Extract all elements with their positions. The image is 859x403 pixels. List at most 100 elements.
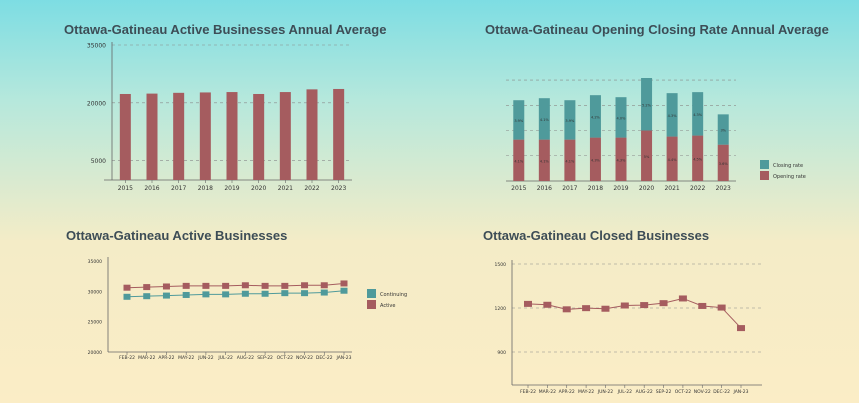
data-point bbox=[717, 304, 726, 311]
data-point bbox=[620, 302, 629, 309]
legend-swatch-closing bbox=[760, 160, 769, 169]
series-line bbox=[527, 297, 742, 329]
y-tick-label: 25000 bbox=[88, 320, 102, 326]
x-tick-label: 2019 bbox=[613, 185, 628, 192]
bar-opening bbox=[717, 144, 729, 181]
data-point bbox=[182, 282, 190, 289]
data-point bbox=[202, 291, 210, 298]
bar-closing bbox=[538, 98, 550, 140]
x-tick-label: AUG-22 bbox=[237, 355, 254, 361]
x-tick-label: 2015 bbox=[511, 185, 526, 192]
data-point bbox=[601, 305, 610, 312]
x-tick-label: 2023 bbox=[331, 185, 346, 192]
x-tick-label: APR-22 bbox=[158, 355, 174, 361]
x-tick-label: AUG-22 bbox=[636, 389, 653, 395]
chart-title: Ottawa-Gatineau Closed Businesses bbox=[483, 228, 710, 243]
bar-opening bbox=[589, 137, 601, 181]
data-label: 4.2% bbox=[591, 115, 601, 119]
x-tick-label: 2016 bbox=[144, 185, 159, 192]
data-label: 4.3% bbox=[668, 114, 678, 118]
data-point bbox=[281, 282, 289, 289]
data-point bbox=[320, 282, 328, 289]
bar-closing bbox=[513, 100, 525, 140]
active-annual-chart: 5000 20000 35000 2015 2016 2017 2018 2019 2020 20… bbox=[87, 42, 352, 192]
y-tick-label: 35000 bbox=[87, 43, 106, 50]
x-tick-label: DEC-22 bbox=[316, 355, 333, 361]
bar bbox=[279, 92, 291, 180]
data-point bbox=[640, 302, 649, 309]
x-tick-label: NOV-22 bbox=[296, 355, 313, 361]
bar-opening bbox=[692, 135, 704, 181]
data-label: 4.0% bbox=[617, 116, 627, 120]
legend-swatch bbox=[367, 289, 376, 298]
x-tick-label: MAY-22 bbox=[178, 355, 194, 361]
data-point bbox=[241, 282, 249, 289]
bar-opening bbox=[666, 136, 678, 181]
legend-label: Active bbox=[380, 303, 395, 309]
x-tick-label: 2022 bbox=[304, 185, 319, 192]
series-line bbox=[126, 290, 345, 298]
data-point bbox=[582, 305, 591, 312]
data-label: 4.3% bbox=[591, 158, 601, 162]
data-point bbox=[737, 325, 745, 332]
data-point bbox=[281, 290, 289, 297]
active-annual-panel: Ottawa-Gatineau Active Businesses Annual… bbox=[0, 0, 430, 200]
active-monthly-panel: Ottawa-Gatineau Active Businesses 20000 2… bbox=[0, 200, 430, 403]
data-label: 4.5% bbox=[693, 157, 703, 161]
data-label: 4.1% bbox=[540, 159, 550, 163]
chart-title: Ottawa-Gatineau Active Businesses bbox=[66, 228, 288, 243]
data-point bbox=[123, 284, 131, 291]
data-label: 5.2% bbox=[642, 103, 652, 107]
bar bbox=[333, 88, 345, 180]
x-tick-label: APR-22 bbox=[559, 389, 575, 395]
data-point bbox=[222, 282, 230, 289]
x-tick-label: SEP-22 bbox=[656, 389, 672, 395]
x-tick-label: 2022 bbox=[690, 185, 705, 192]
x-tick-label: DEC-22 bbox=[713, 389, 730, 395]
bar-opening bbox=[641, 130, 653, 181]
series-line bbox=[126, 282, 345, 289]
y-tick-label: 1500 bbox=[495, 262, 507, 268]
y-tick-label: 900 bbox=[497, 350, 506, 356]
closed-monthly-panel: Ottawa-Gatineau Closed Businesses 900 120… bbox=[430, 200, 859, 403]
x-tick-label: NOV-22 bbox=[694, 389, 711, 395]
data-label: 4.1% bbox=[565, 159, 575, 163]
x-tick-label: 2021 bbox=[278, 185, 293, 192]
x-tick-label: MAR-22 bbox=[138, 355, 155, 361]
x-tick-label: 2018 bbox=[198, 185, 213, 192]
legend-label: Continuing bbox=[380, 292, 407, 298]
bar bbox=[226, 92, 238, 180]
bar-closing bbox=[589, 95, 601, 138]
data-label: 4.3% bbox=[617, 158, 627, 162]
data-point bbox=[123, 293, 131, 300]
bar bbox=[306, 89, 318, 180]
x-tick-label: 2019 bbox=[224, 185, 239, 192]
data-label: 3% bbox=[720, 129, 726, 133]
active-monthly-chart: 20000 25000 30000 35000 FEB-22 MAR-22 APR-22 MA… bbox=[88, 257, 407, 361]
bar bbox=[199, 92, 211, 180]
data-label: 3.9% bbox=[514, 119, 524, 123]
y-tick-label: 20000 bbox=[87, 100, 106, 107]
chart-title: Ottawa-Gatineau Opening Closing Rate Ann… bbox=[485, 22, 829, 37]
data-point bbox=[182, 291, 190, 298]
data-point bbox=[301, 282, 309, 289]
bar-opening bbox=[564, 139, 576, 181]
x-tick-label: 2023 bbox=[716, 185, 731, 192]
data-point bbox=[241, 290, 249, 297]
x-tick-label: MAR-22 bbox=[539, 389, 556, 395]
data-label: 4.3% bbox=[693, 113, 703, 117]
bar-closing bbox=[564, 100, 576, 140]
data-label: 3.6% bbox=[719, 162, 729, 166]
x-tick-label: 2018 bbox=[588, 185, 603, 192]
data-point bbox=[543, 301, 552, 308]
bar-closing bbox=[692, 92, 704, 136]
data-point bbox=[698, 302, 707, 309]
data-point bbox=[659, 300, 668, 307]
x-tick-label: MAY-22 bbox=[578, 389, 594, 395]
x-tick-label: JUN-22 bbox=[197, 355, 213, 361]
x-tick-label: OCT-22 bbox=[675, 389, 692, 395]
y-tick-label: 35000 bbox=[88, 259, 102, 265]
bar-closing bbox=[615, 97, 627, 138]
x-tick-label: JAN-23 bbox=[732, 389, 748, 395]
data-label: 4.1% bbox=[514, 159, 524, 163]
